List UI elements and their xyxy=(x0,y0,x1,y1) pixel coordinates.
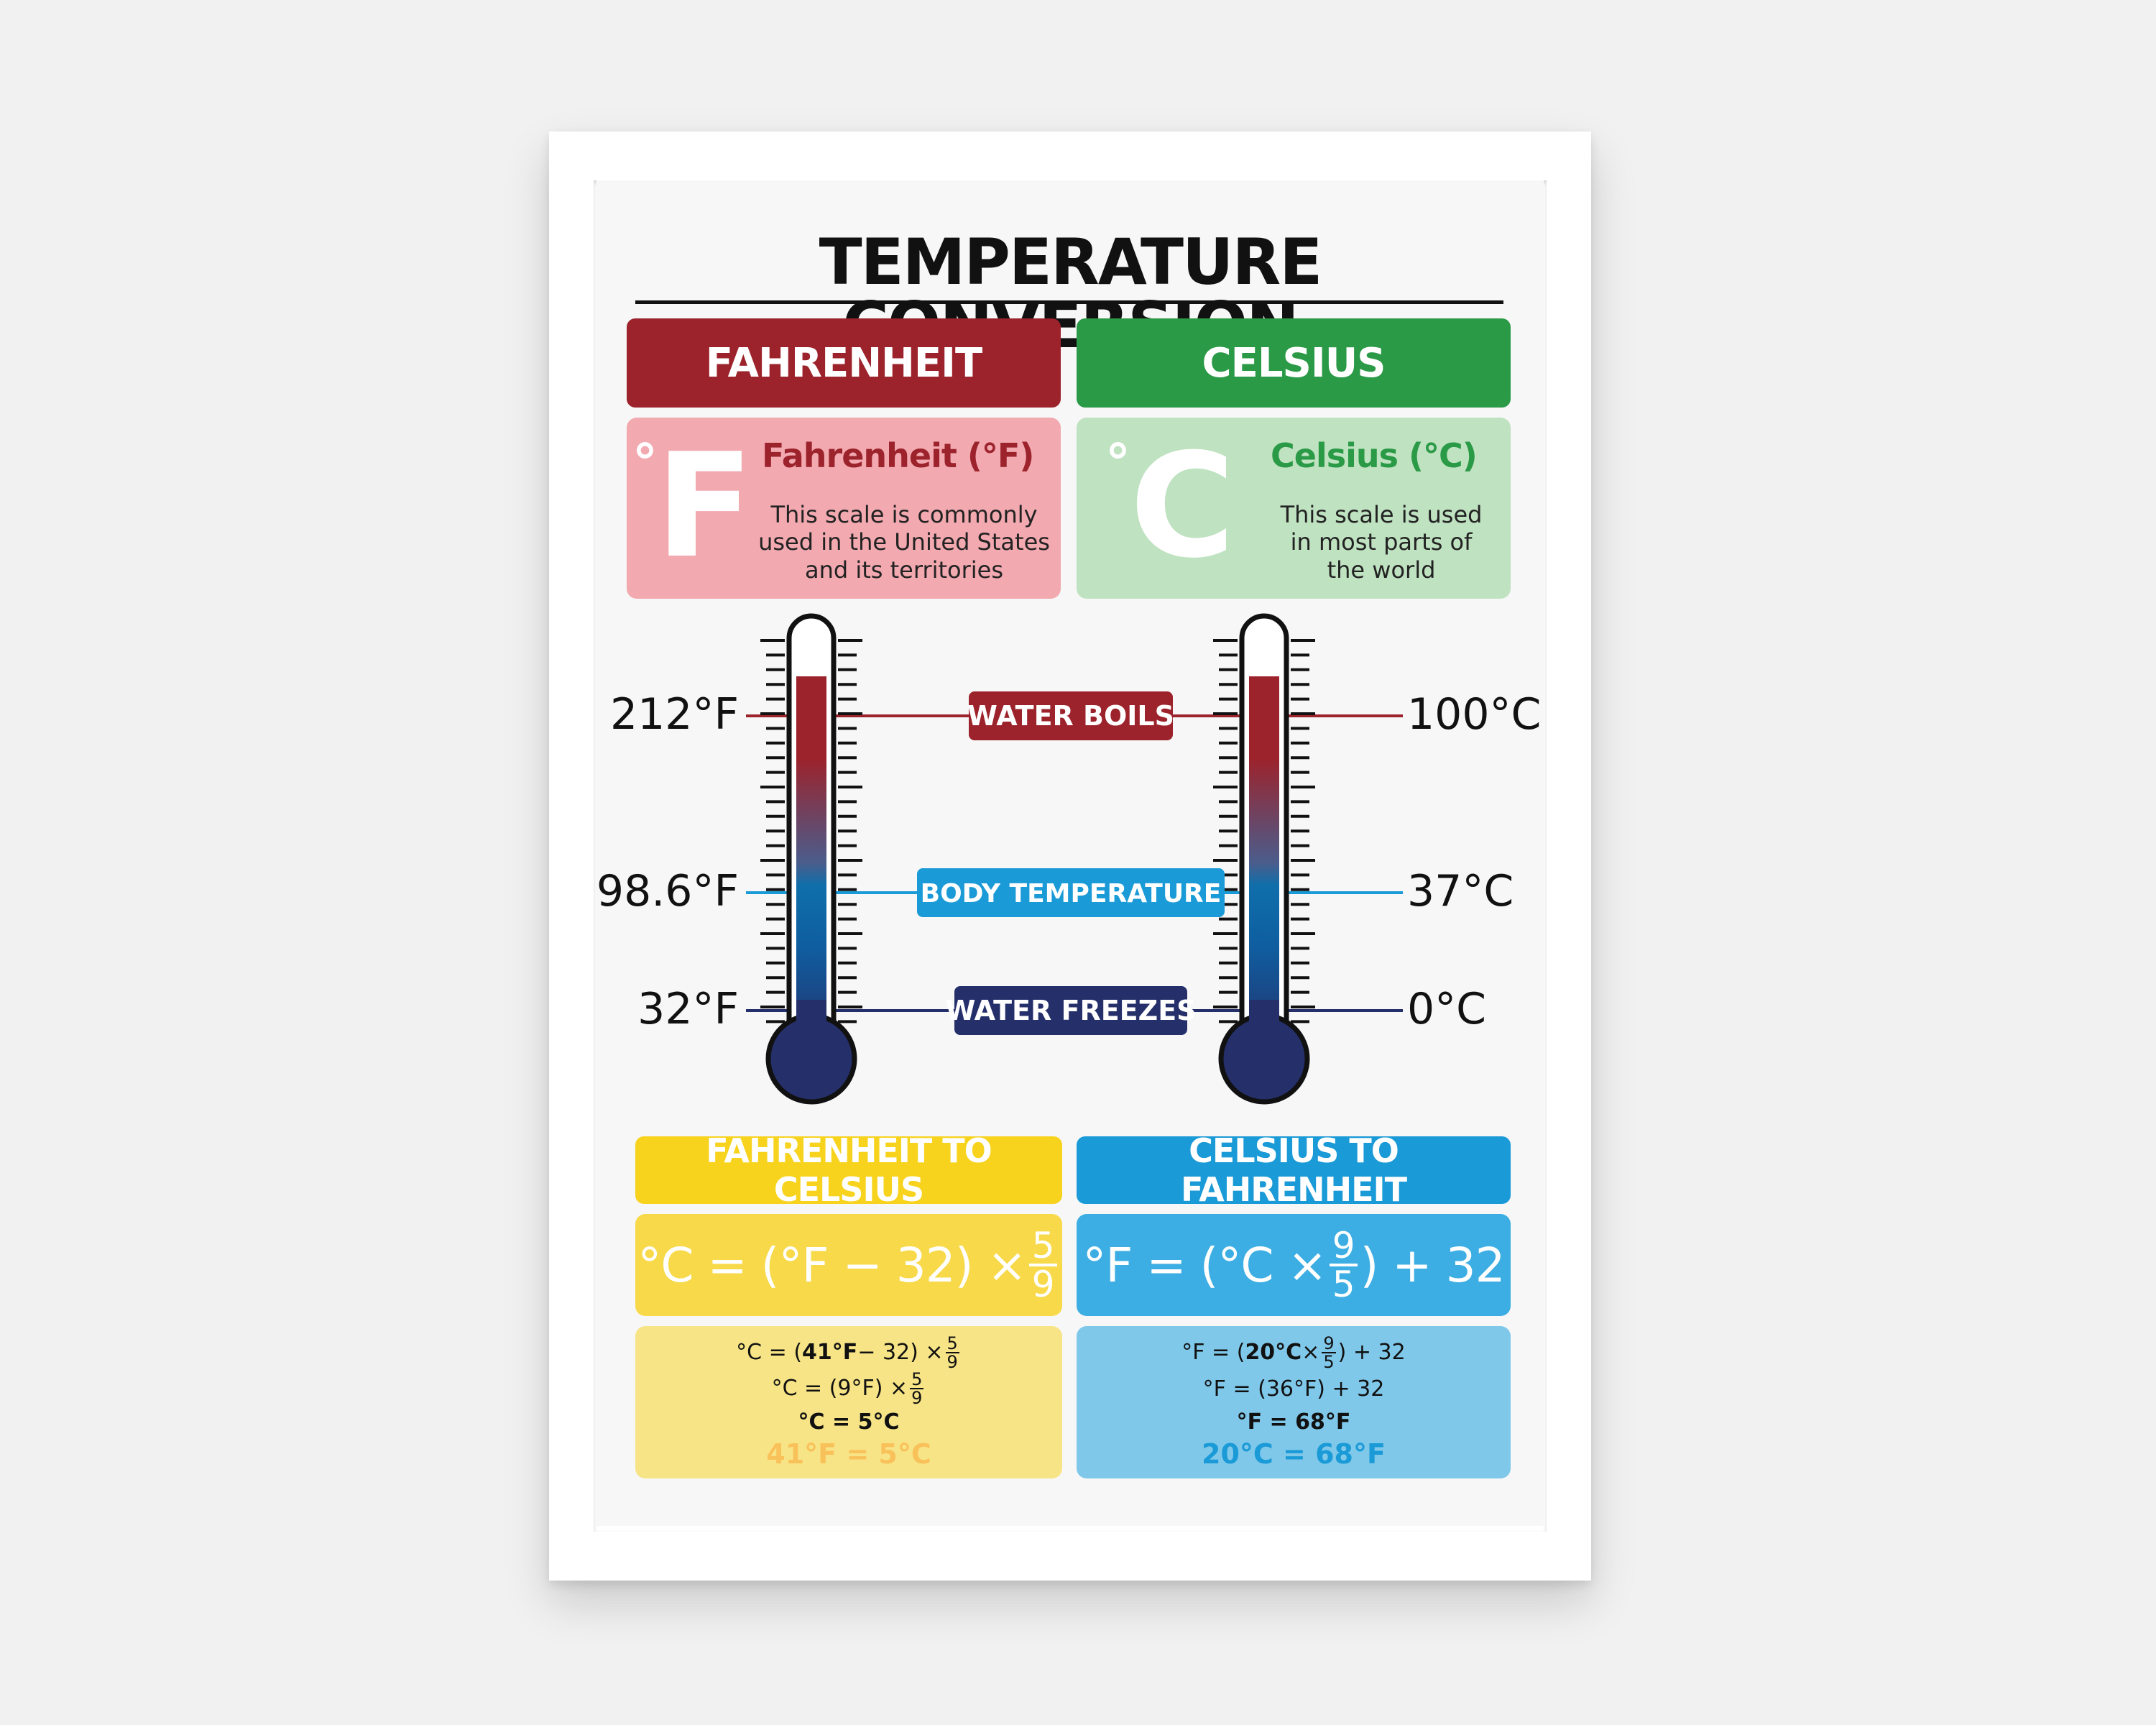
celsius-card-title: Celsius (°C) xyxy=(1271,436,1478,475)
example-bold: 20°C xyxy=(1245,1340,1302,1365)
celsius-header: CELSIUS xyxy=(1077,318,1511,408)
marker-label-body: BODY TEMPERATURE xyxy=(917,868,1225,917)
marker-label-freezes: WATER FREEZES xyxy=(945,986,1197,1035)
fraction-numerator: 5 xyxy=(945,1333,959,1353)
formula-text: °C = (°F − 32) × xyxy=(637,1237,1026,1293)
celsius-boils-value: 100°C xyxy=(1407,689,1541,740)
celsius-description: This scale is used in most parts of the … xyxy=(1259,501,1503,584)
marker-lines xyxy=(746,714,1403,1012)
c-to-f-header: CELSIUS TO FAHRENHEIT xyxy=(1077,1131,1511,1209)
fahrenheit-card: ° F Fahrenheit (°F) This scale is common… xyxy=(627,418,1061,599)
example-line-2: °F = (36°F) + 32 xyxy=(1202,1376,1385,1402)
fraction-numerator: 9 xyxy=(1329,1228,1358,1266)
description-line: This scale is used xyxy=(1280,501,1483,528)
f-to-c-formula: °C = (°F − 32) × 5 9 xyxy=(635,1214,1062,1316)
fahrenheit-description: This scale is commonly used in the Unite… xyxy=(755,501,1054,584)
example-text: °C = (9°F) × xyxy=(771,1376,908,1401)
title-underline xyxy=(635,300,1503,304)
marker-label-text: BODY TEMPERATURE xyxy=(921,879,1222,908)
c-to-f-formula: °F = (°C × 9 5 ) + 32 xyxy=(1077,1214,1511,1316)
description-line: the world xyxy=(1327,556,1436,584)
fahrenheit-header: FAHRENHEIT xyxy=(627,318,1061,408)
fraction-denominator: 9 xyxy=(1031,1264,1055,1305)
example-line-3: °C = 5°C xyxy=(798,1409,900,1435)
example-line-3: °F = 68°F xyxy=(1236,1409,1351,1435)
example-text: °F = ( xyxy=(1181,1340,1245,1365)
thermometer-neck xyxy=(1249,1000,1279,1029)
example-text: ) + 32 xyxy=(1337,1340,1406,1365)
example-bold: 41°F xyxy=(802,1340,858,1365)
thermometer-diagram: WATER BOILS BODY TEMPERATURE WATER FREEZ… xyxy=(596,613,1541,1105)
fahrenheit-letter: F xyxy=(655,423,754,590)
fraction-denominator: 9 xyxy=(911,1388,923,1408)
celsius-thermometer xyxy=(1218,613,1310,1105)
example-result: 41°F = 5°C xyxy=(766,1438,931,1470)
description-line: used in the United States xyxy=(758,528,1050,556)
marker-label-text: WATER FREEZES xyxy=(945,995,1196,1026)
formula-text: °F = (°C × xyxy=(1082,1237,1327,1293)
fahrenheit-card-title: Fahrenheit (°F) xyxy=(762,436,1034,475)
f-to-c-header: FAHRENHEIT TO CELSIUS xyxy=(635,1131,1062,1209)
poster: TEMPERATURE CONVERSION FAHRENHEIT ° F Fa… xyxy=(596,180,1544,1526)
fahrenheit-degree-symbol: ° xyxy=(632,433,658,492)
fraction-numerator: 5 xyxy=(910,1369,924,1389)
tick-marks xyxy=(760,639,1315,1024)
example-result: 20°C = 68°F xyxy=(1202,1438,1386,1470)
description-line: This scale is commonly xyxy=(770,501,1038,528)
celsius-body-value: 37°C xyxy=(1407,866,1514,916)
formula-fraction: 5 9 xyxy=(1028,1228,1057,1305)
fraction-denominator: 9 xyxy=(946,1352,958,1372)
celsius-freezes-value: 0°C xyxy=(1407,984,1486,1034)
fraction-numerator: 5 xyxy=(1028,1228,1057,1266)
fahrenheit-boils-value: 212°F xyxy=(610,689,739,740)
description-line: and its territories xyxy=(804,556,1004,584)
marker-label-text: WATER BOILS xyxy=(967,700,1174,732)
thermometer-neck xyxy=(796,1000,826,1029)
fahrenheit-freezes-value: 32°F xyxy=(637,984,739,1034)
thermometer-fill xyxy=(1249,676,1279,1050)
fahrenheit-thermometer xyxy=(765,613,857,1105)
celsius-degree-symbol: ° xyxy=(1105,433,1130,492)
fahrenheit-body-value: 98.6°F xyxy=(596,866,739,916)
fraction-denominator: 5 xyxy=(1323,1352,1335,1372)
thermometer-fill xyxy=(796,676,826,1050)
formula-text: ) + 32 xyxy=(1360,1237,1506,1293)
example-text: °C = ( xyxy=(736,1340,803,1365)
fraction-numerator: 9 xyxy=(1322,1333,1336,1353)
celsius-card: ° C Celsius (°C) This scale is used in m… xyxy=(1077,418,1511,599)
celsius-letter: C xyxy=(1130,423,1235,590)
example-text: × xyxy=(1302,1340,1320,1365)
formula-fraction: 9 5 xyxy=(1329,1228,1358,1305)
marker-label-boils: WATER BOILS xyxy=(967,691,1174,740)
description-line: in most parts of xyxy=(1290,528,1473,556)
example-text: − 32) × xyxy=(857,1340,944,1365)
fraction-denominator: 5 xyxy=(1332,1264,1355,1305)
